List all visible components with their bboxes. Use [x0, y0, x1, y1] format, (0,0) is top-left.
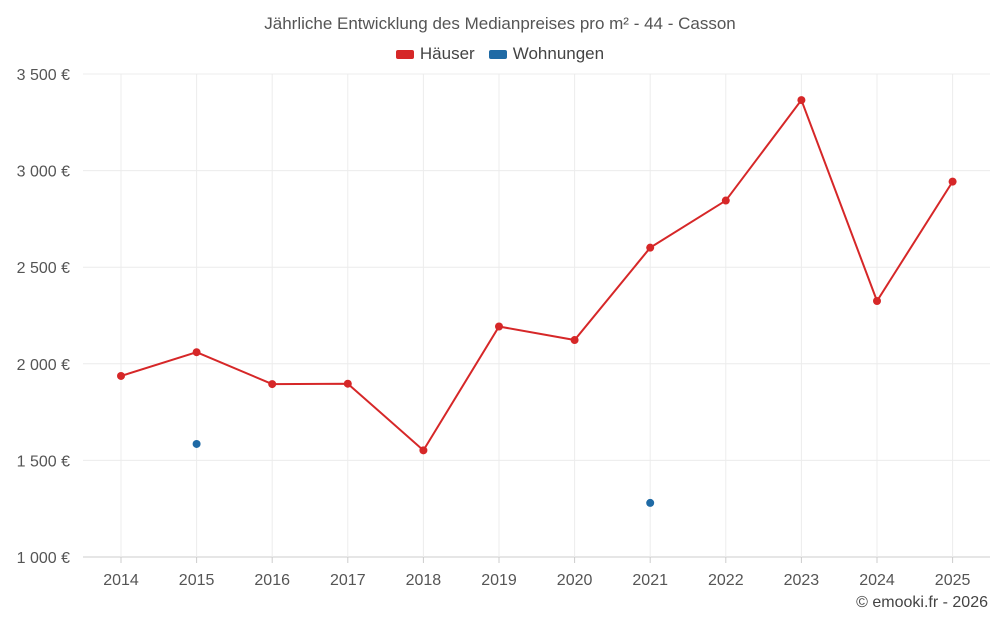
y-tick-label: 1 500 € — [17, 453, 70, 470]
data-point-haeuser — [495, 322, 503, 331]
x-tick-label: 2025 — [935, 572, 971, 589]
data-point-wohnungen — [192, 439, 201, 448]
x-tick-label: 2015 — [179, 572, 215, 589]
x-tick-label: 2024 — [859, 572, 895, 589]
y-tick-label: 3 500 € — [17, 67, 70, 84]
data-point-haeuser — [873, 297, 881, 306]
legend-item-haeuser[interactable]: Häuser — [395, 44, 475, 64]
x-tick-label: 2019 — [481, 572, 517, 589]
y-tick-label: 2 000 € — [17, 357, 70, 374]
data-point-haeuser — [721, 196, 730, 205]
data-point-haeuser — [948, 177, 957, 186]
data-point-haeuser — [646, 243, 655, 252]
x-tick-label: 2020 — [557, 572, 593, 589]
data-point-haeuser — [797, 96, 806, 105]
legend-label-haeuser: Häuser — [419, 44, 475, 63]
y-tick-label: 2 500 € — [17, 260, 70, 277]
data-point-haeuser — [192, 348, 201, 357]
x-tick-label: 2016 — [254, 572, 290, 589]
x-tick-label: 2018 — [406, 572, 442, 589]
x-tick-label: 2017 — [330, 572, 366, 589]
x-tick-label: 2023 — [784, 572, 820, 589]
data-point-wohnungen — [646, 498, 655, 507]
y-tick-label: 3 000 € — [17, 164, 70, 181]
legend-label-wohnungen: Wohnungen — [512, 44, 605, 63]
data-point-haeuser — [117, 371, 125, 380]
legend-swatch-wohnungen — [488, 49, 507, 59]
chart-title: Jährliche Entwicklung des Medianpreises … — [264, 14, 736, 33]
series-line-haeuser — [120, 98, 954, 452]
data-point-haeuser — [343, 379, 352, 388]
chart-legend: Häuser Wohnungen — [0, 44, 1000, 64]
data-point-haeuser — [268, 380, 277, 389]
legend-item-wohnungen[interactable]: Wohnungen — [488, 44, 605, 64]
y-tick-label: 1 000 € — [17, 550, 70, 567]
copyright-text: © emooki.fr - 2026 — [856, 594, 988, 611]
data-point-haeuser — [570, 336, 579, 345]
x-tick-label: 2014 — [103, 572, 139, 589]
x-tick-label: 2022 — [708, 572, 744, 589]
x-tick-label: 2021 — [632, 572, 668, 589]
legend-swatch-haeuser — [395, 49, 414, 59]
data-point-haeuser — [419, 446, 428, 455]
